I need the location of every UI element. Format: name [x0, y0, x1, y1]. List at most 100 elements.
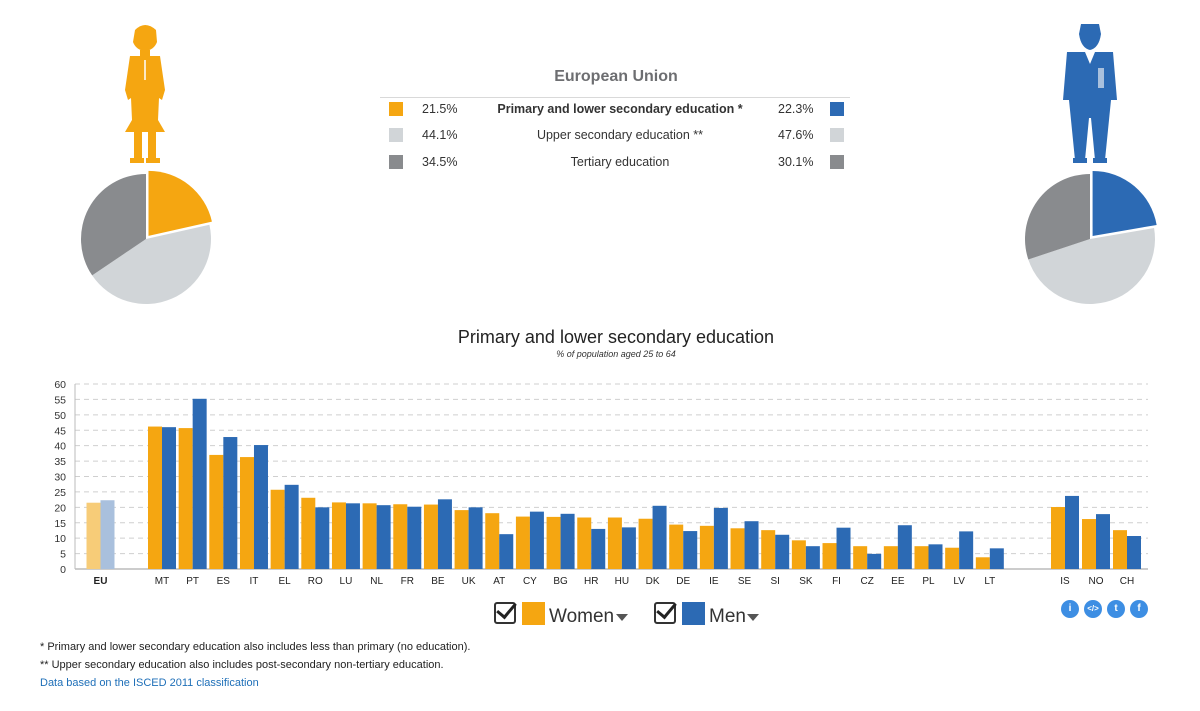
bar-men-cy[interactable]: [529, 511, 544, 569]
men-percent: 30.1%: [778, 155, 814, 169]
bar-women-cz[interactable]: [853, 546, 868, 569]
bar-men-ro[interactable]: [315, 507, 330, 569]
bar-men-el[interactable]: [284, 484, 299, 569]
bar-men-at[interactable]: [499, 534, 514, 569]
bar-men-de[interactable]: [683, 531, 698, 569]
bar-women-ee[interactable]: [883, 546, 898, 569]
facebook-icon[interactable]: f: [1130, 600, 1148, 618]
bar-women-dk[interactable]: [638, 518, 653, 569]
bar-men-sk[interactable]: [805, 546, 820, 569]
bar-men-hu[interactable]: [621, 527, 636, 569]
x-tick-label: MT: [155, 576, 169, 587]
y-tick-label: 0: [60, 564, 66, 576]
bar-men-lu[interactable]: [345, 503, 360, 569]
bar-women-be[interactable]: [423, 504, 438, 569]
bar-men-ee[interactable]: [897, 525, 912, 569]
men-swatch: [830, 102, 844, 116]
bar-men-se[interactable]: [744, 521, 759, 569]
bar-men-uk[interactable]: [468, 507, 483, 569]
x-tick-label: EE: [891, 576, 905, 587]
bar-men-fi[interactable]: [836, 527, 851, 569]
bar-men-es[interactable]: [223, 437, 238, 569]
bar-men-eu[interactable]: [100, 500, 115, 569]
twitter-icon[interactable]: t: [1107, 600, 1125, 618]
bar-men-hr[interactable]: [591, 528, 606, 569]
bar-men-ch[interactable]: [1127, 536, 1141, 569]
bar-men-cz[interactable]: [867, 553, 882, 569]
bar-women-lt[interactable]: [975, 557, 990, 569]
bar-men-no[interactable]: [1096, 514, 1110, 569]
y-tick-label: 55: [54, 394, 66, 406]
info-icon[interactable]: i: [1061, 600, 1079, 618]
bar-women-mt[interactable]: [148, 426, 162, 569]
bar-women-fi[interactable]: [822, 543, 837, 569]
man-figure-icon: [1063, 24, 1117, 163]
embed-icon[interactable]: </>: [1084, 600, 1102, 618]
men-pie-slice-tertiary: [1025, 174, 1090, 260]
bar-men-be[interactable]: [437, 499, 452, 569]
bar-women-pl[interactable]: [914, 546, 929, 569]
bar-men-bg[interactable]: [560, 513, 575, 569]
checkbox-checked-icon[interactable]: [654, 602, 676, 624]
bar-women-is[interactable]: [1051, 507, 1065, 569]
x-tick-label: BG: [553, 576, 568, 587]
women-education-pie: [81, 170, 212, 304]
men-swatch: [830, 128, 844, 142]
bar-women-lv[interactable]: [945, 547, 960, 569]
isced-classification-link[interactable]: Data based on the ISCED 2011 classificat…: [40, 677, 259, 689]
bar-men-nl[interactable]: [376, 505, 391, 569]
checkbox-checked-icon[interactable]: [494, 602, 516, 624]
bar-men-lv[interactable]: [959, 531, 974, 569]
bar-women-de[interactable]: [669, 524, 684, 569]
bar-men-pt[interactable]: [192, 398, 207, 569]
bar-women-no[interactable]: [1082, 519, 1096, 569]
y-tick-label: 25: [54, 487, 66, 499]
bar-men-mt[interactable]: [162, 427, 176, 569]
bar-men-si[interactable]: [775, 534, 790, 569]
bar-men-is[interactable]: [1065, 495, 1079, 569]
bar-women-el[interactable]: [270, 489, 285, 569]
bar-women-at[interactable]: [485, 513, 500, 569]
bar-men-fr[interactable]: [407, 506, 422, 569]
bar-women-sk[interactable]: [791, 540, 806, 569]
bar-women-fr[interactable]: [393, 504, 408, 569]
bar-women-si[interactable]: [761, 530, 776, 569]
caret-down-icon[interactable]: [747, 614, 759, 621]
bar-women-it[interactable]: [239, 457, 254, 569]
women-swatch: [389, 128, 403, 142]
y-tick-label: 20: [54, 502, 66, 514]
bar-women-ro[interactable]: [301, 497, 316, 569]
footnote-upper: ** Upper secondary education also includ…: [40, 659, 444, 671]
bar-men-ie[interactable]: [713, 507, 728, 569]
bar-men-dk[interactable]: [652, 505, 667, 569]
bar-women-hu[interactable]: [607, 517, 622, 569]
bar-women-eu[interactable]: [86, 502, 101, 569]
x-tick-label: DE: [676, 576, 690, 587]
legend-women-toggle[interactable]: Women: [494, 600, 634, 628]
bar-women-nl[interactable]: [362, 503, 377, 569]
bar-women-pt[interactable]: [178, 428, 193, 569]
bar-men-it[interactable]: [253, 445, 268, 569]
x-tick-label: DK: [646, 576, 660, 587]
x-tick-label: IS: [1060, 576, 1070, 587]
x-tick-label: SI: [770, 576, 779, 587]
caret-down-icon[interactable]: [616, 614, 628, 621]
bar-women-bg[interactable]: [546, 516, 561, 569]
bar-women-se[interactable]: [730, 528, 745, 569]
x-tick-label: NO: [1089, 576, 1104, 587]
bar-women-ch[interactable]: [1113, 530, 1127, 569]
y-tick-label: 15: [54, 518, 66, 530]
bar-women-ie[interactable]: [699, 525, 714, 569]
bar-women-cy[interactable]: [515, 516, 530, 569]
bar-women-uk[interactable]: [454, 510, 469, 569]
legend-row-tertiary: 34.5% Tertiary education 30.1%: [380, 151, 850, 173]
bar-men-pl[interactable]: [928, 544, 943, 569]
bar-women-hr[interactable]: [577, 517, 592, 569]
x-tick-label: NL: [370, 576, 383, 587]
legend-men-toggle[interactable]: Men: [654, 600, 774, 628]
legend-men-label: Men: [709, 606, 746, 627]
bar-men-lt[interactable]: [989, 548, 1004, 569]
x-tick-label: EL: [279, 576, 292, 587]
bar-women-es[interactable]: [209, 454, 224, 569]
bar-women-lu[interactable]: [331, 502, 346, 569]
